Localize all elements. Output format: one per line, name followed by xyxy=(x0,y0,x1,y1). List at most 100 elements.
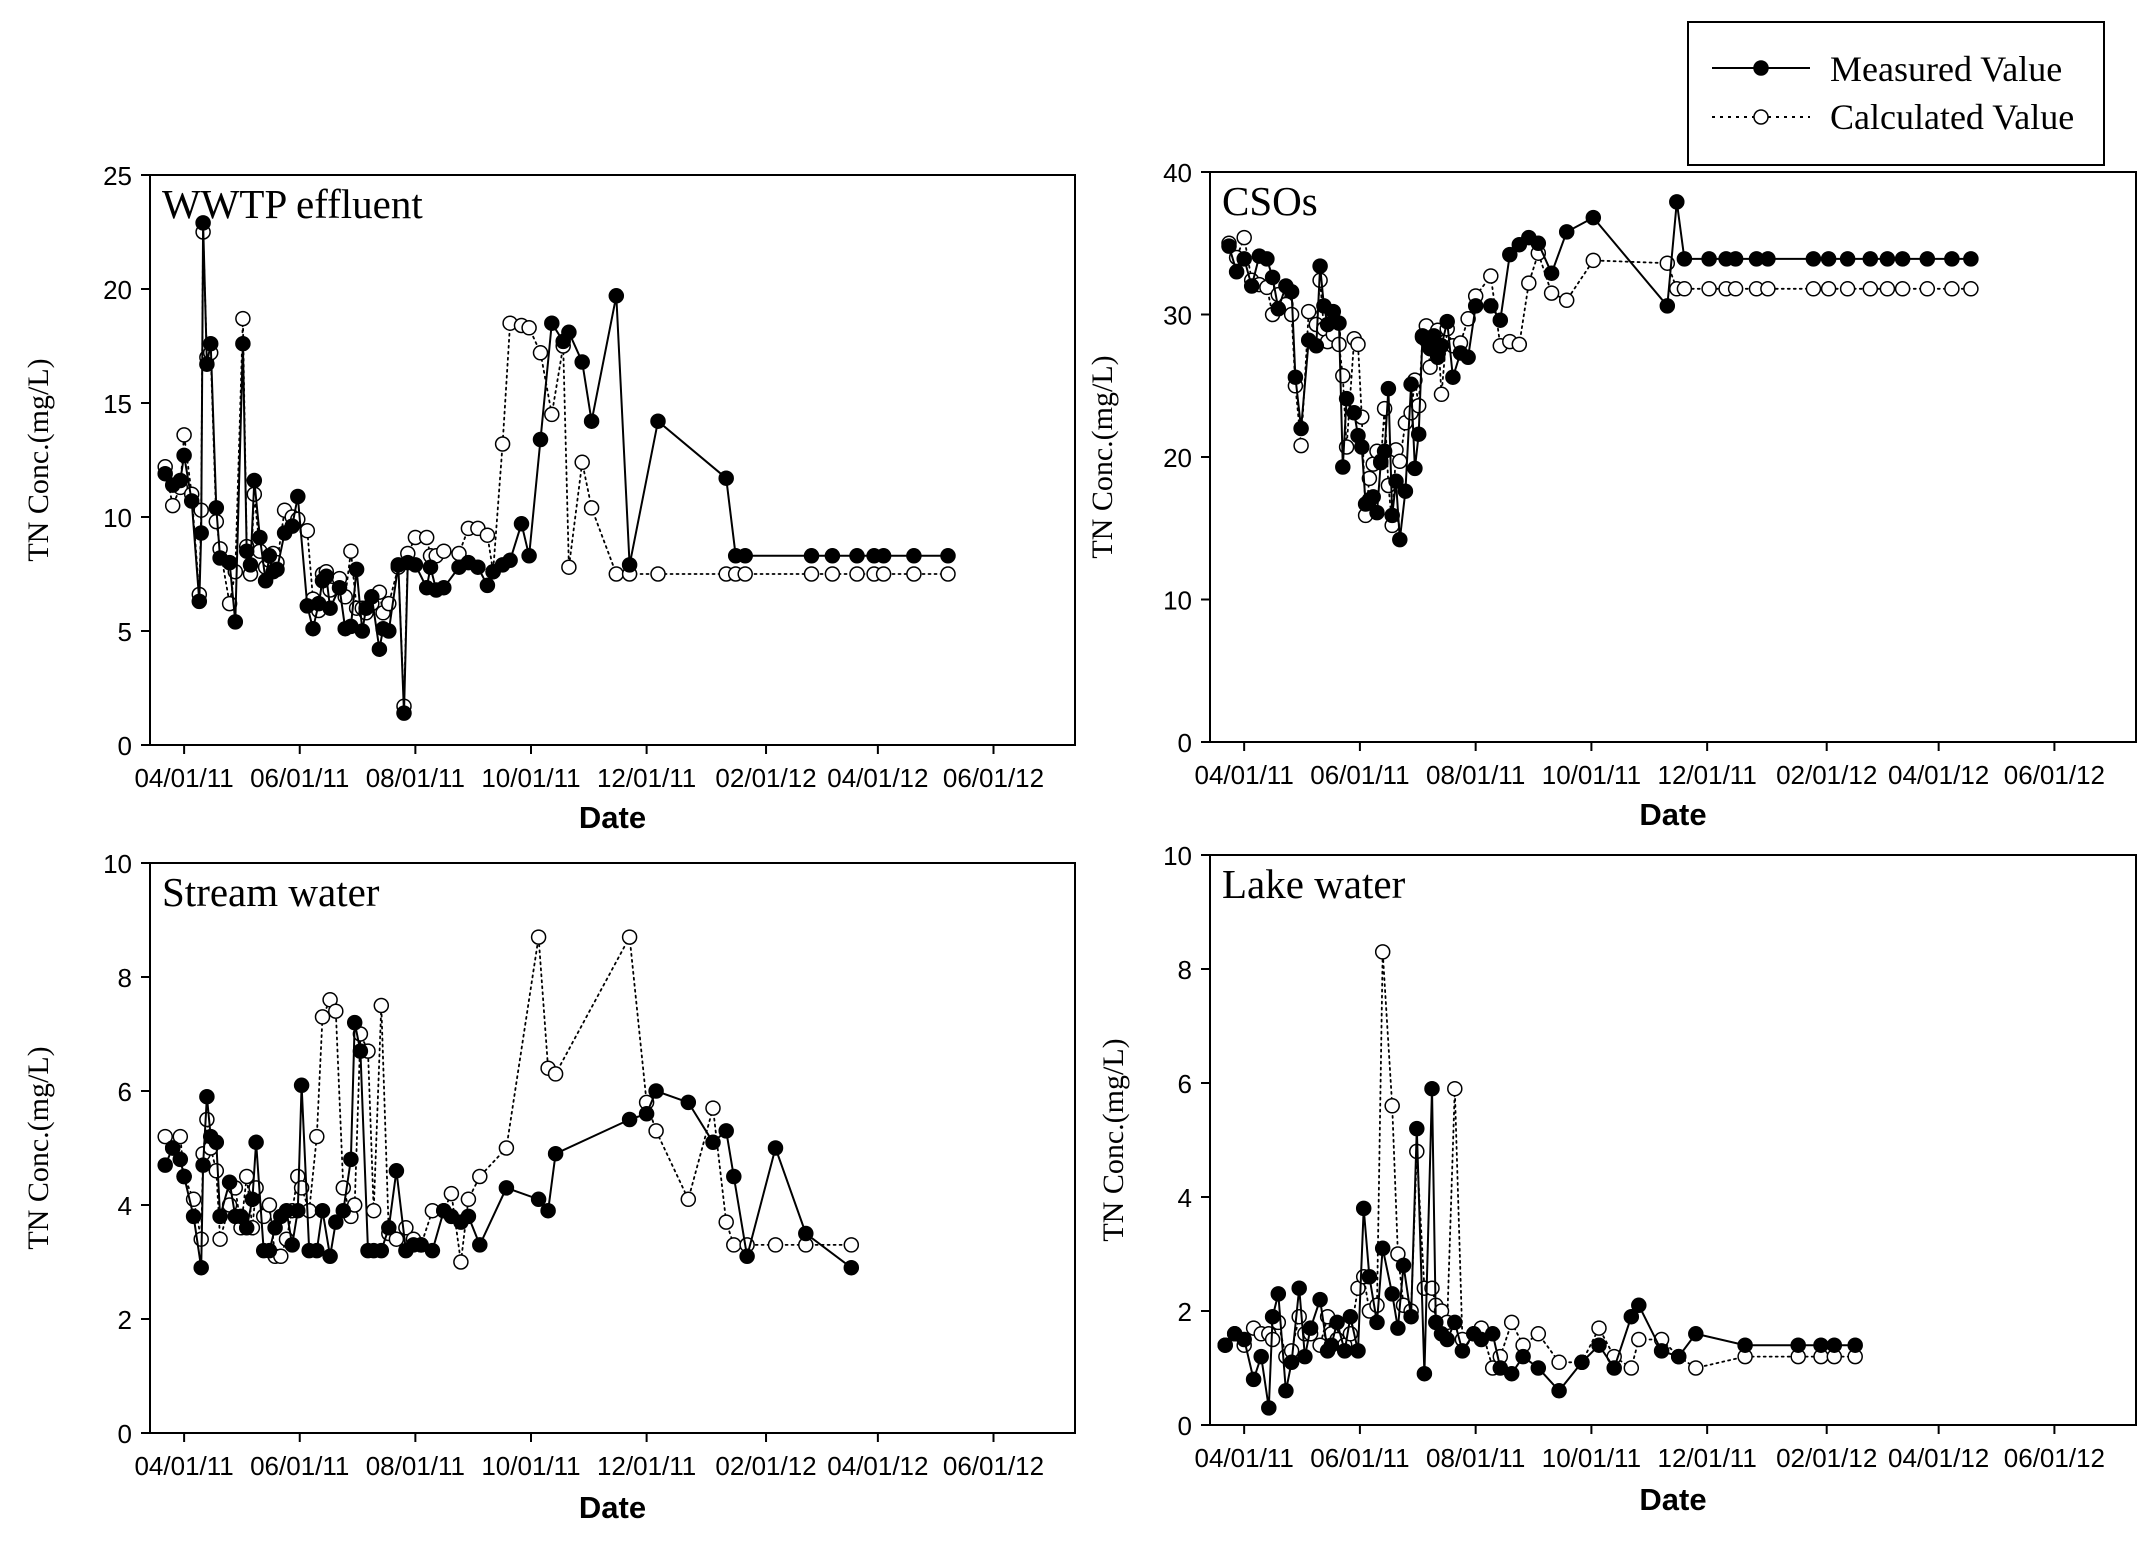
measured-point xyxy=(208,500,225,516)
calculated-point xyxy=(1963,281,1979,297)
measured-point xyxy=(371,641,388,657)
measured-point xyxy=(157,465,173,482)
measured-point xyxy=(561,324,577,341)
calculated-point xyxy=(314,1009,331,1025)
calculated-point xyxy=(1879,281,1896,297)
measured-point xyxy=(221,554,238,571)
measured-point xyxy=(195,1157,211,1173)
measured-point xyxy=(1944,251,1960,267)
plot-frame xyxy=(149,174,1076,746)
measured-point xyxy=(290,488,306,505)
measured-point xyxy=(1245,1371,1262,1388)
calculated-point xyxy=(1293,437,1309,454)
measured-point xyxy=(318,568,335,585)
y-tick-label: 0 xyxy=(118,1419,132,1449)
measured-point xyxy=(608,288,625,304)
measured-point xyxy=(238,1220,255,1236)
measured-point xyxy=(436,579,452,596)
measured-point xyxy=(1410,426,1427,442)
measured-point xyxy=(1631,1297,1647,1314)
calculated-point xyxy=(1335,368,1351,384)
calculated-point xyxy=(650,566,666,582)
measured-point xyxy=(1331,315,1347,331)
calculated-point xyxy=(1460,311,1476,327)
measured-point xyxy=(875,548,892,564)
measured-point xyxy=(1502,246,1518,263)
calculated-point xyxy=(453,1254,469,1270)
calculated-point xyxy=(460,1191,477,1208)
calculated-point xyxy=(1760,281,1776,297)
measured-point xyxy=(1424,1080,1440,1097)
calculated-point xyxy=(1543,285,1560,301)
calculated-point xyxy=(418,529,435,546)
measured-point xyxy=(638,1106,655,1122)
measured-point xyxy=(1826,1337,1843,1353)
measured-point xyxy=(1669,194,1685,210)
calculated-point xyxy=(530,929,547,945)
x-tick-label: 04/01/11 xyxy=(1195,1443,1294,1473)
calculated-point xyxy=(1631,1331,1647,1348)
calculated-point xyxy=(238,1168,255,1185)
measured-point xyxy=(195,215,211,231)
measured-point xyxy=(737,548,753,564)
measured-point xyxy=(544,315,560,331)
y-axis-label: TN Conc.(mg/L) xyxy=(1086,355,1119,558)
measured-point xyxy=(1543,265,1560,281)
measured-point xyxy=(193,1259,209,1276)
plot-frame xyxy=(1209,171,2137,743)
calculated-point xyxy=(705,1100,721,1116)
calculated-point xyxy=(583,500,600,516)
x-axis-label: Date xyxy=(579,1490,646,1525)
calculated-point xyxy=(1623,1360,1640,1376)
measured-point xyxy=(1380,380,1397,397)
x-tick-label: 06/01/12 xyxy=(943,1451,1044,1481)
measured-point xyxy=(767,1140,784,1156)
x-tick-label: 08/01/11 xyxy=(366,1451,465,1481)
calculated-point xyxy=(443,1185,460,1202)
measured-point xyxy=(1879,251,1896,267)
x-tick-label: 12/01/11 xyxy=(1658,760,1757,790)
measured-point xyxy=(1264,269,1281,286)
measured-point xyxy=(1376,443,1393,460)
y-tick-label: 10 xyxy=(103,503,132,533)
calculated-point xyxy=(1483,268,1499,284)
measured-point xyxy=(1283,283,1300,300)
calculated-point xyxy=(544,406,560,423)
measured-point xyxy=(364,589,380,605)
measured-point xyxy=(238,543,255,559)
x-tick-label: 10/01/11 xyxy=(481,763,580,793)
calculated-point xyxy=(1701,281,1717,297)
x-tick-label: 06/01/11 xyxy=(250,1451,349,1481)
measured-point xyxy=(1606,1360,1622,1376)
measured-point xyxy=(172,1151,189,1168)
calculated-point xyxy=(875,566,892,582)
measured-point xyxy=(1409,1120,1425,1137)
x-axis-label: Date xyxy=(1639,797,1706,832)
calculated-point xyxy=(1236,229,1252,246)
y-axis-label: TN Conc.(mg/L) xyxy=(1097,1038,1130,1241)
measured-point xyxy=(1659,298,1676,314)
calculated-point xyxy=(521,320,537,336)
y-tick-label: 0 xyxy=(1178,728,1192,758)
measured-point xyxy=(1270,301,1287,317)
calculated-point xyxy=(373,997,390,1014)
measured-point xyxy=(335,1202,352,1219)
calculated-point xyxy=(1944,281,1960,297)
x-tick-label: 04/01/12 xyxy=(1888,1443,1989,1473)
calculated-point xyxy=(498,1140,515,1156)
measured-point xyxy=(1416,1365,1433,1382)
measured-point xyxy=(1336,1343,1353,1359)
measured-point xyxy=(185,1208,202,1225)
calculated-point xyxy=(494,436,511,452)
measured-point xyxy=(1338,390,1355,407)
calculated-point xyxy=(343,543,359,559)
measured-point xyxy=(331,579,348,596)
measured-point xyxy=(199,1088,215,1105)
measured-point xyxy=(422,559,439,575)
y-tick-label: 40 xyxy=(1163,158,1192,188)
measured-point xyxy=(309,1242,325,1259)
legend-box xyxy=(1687,21,2105,166)
measured-point xyxy=(261,1242,278,1259)
calculated-point xyxy=(1551,1354,1567,1371)
measured-point xyxy=(803,548,820,564)
